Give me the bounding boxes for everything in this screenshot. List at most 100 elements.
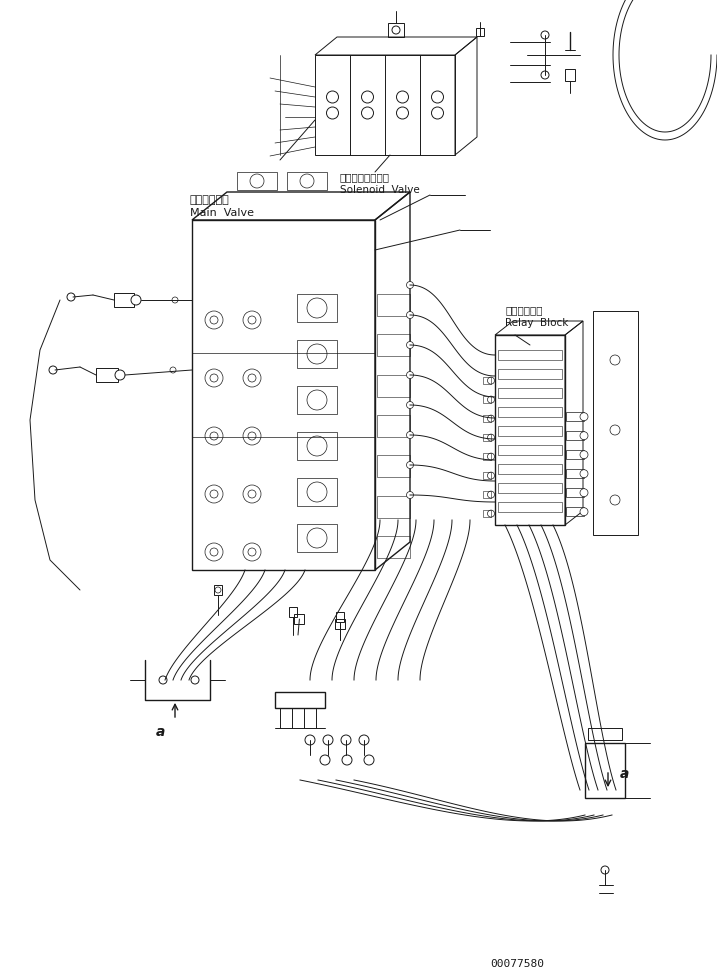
Circle shape bbox=[215, 587, 221, 593]
Circle shape bbox=[243, 311, 261, 329]
Circle shape bbox=[488, 491, 495, 498]
Bar bbox=[566, 449, 584, 458]
Circle shape bbox=[407, 402, 414, 409]
Circle shape bbox=[488, 415, 495, 422]
Circle shape bbox=[488, 396, 495, 403]
Bar bbox=[289, 607, 297, 617]
Bar bbox=[377, 374, 410, 397]
Bar bbox=[498, 464, 562, 474]
Circle shape bbox=[172, 297, 178, 303]
Circle shape bbox=[210, 548, 218, 556]
Bar bbox=[483, 452, 491, 459]
Circle shape bbox=[307, 436, 327, 456]
Circle shape bbox=[67, 293, 75, 301]
Circle shape bbox=[610, 355, 620, 365]
Circle shape bbox=[191, 676, 199, 684]
Circle shape bbox=[392, 26, 400, 34]
Bar bbox=[377, 536, 410, 558]
Bar bbox=[297, 386, 337, 414]
Circle shape bbox=[305, 735, 315, 745]
Bar bbox=[237, 172, 277, 190]
Bar bbox=[483, 396, 491, 403]
Bar bbox=[498, 350, 562, 360]
Circle shape bbox=[601, 866, 609, 874]
Circle shape bbox=[326, 107, 338, 119]
Circle shape bbox=[210, 374, 218, 382]
Circle shape bbox=[341, 735, 351, 745]
Text: Solenoid  Valve: Solenoid Valve bbox=[340, 185, 419, 195]
Circle shape bbox=[432, 91, 444, 103]
Circle shape bbox=[326, 91, 338, 103]
Circle shape bbox=[248, 432, 256, 440]
Circle shape bbox=[407, 461, 414, 469]
Bar bbox=[287, 172, 327, 190]
Circle shape bbox=[342, 755, 352, 765]
Bar bbox=[275, 692, 325, 708]
Bar bbox=[498, 502, 562, 512]
Bar bbox=[297, 432, 337, 460]
Text: 中継ブロック: 中継ブロック bbox=[505, 305, 543, 315]
Bar bbox=[335, 619, 345, 629]
Bar bbox=[297, 478, 337, 506]
Bar bbox=[588, 728, 622, 740]
Bar bbox=[585, 743, 625, 798]
Circle shape bbox=[243, 485, 261, 503]
Circle shape bbox=[307, 528, 327, 548]
Circle shape bbox=[131, 295, 141, 305]
Circle shape bbox=[307, 390, 327, 410]
Circle shape bbox=[488, 453, 495, 460]
Text: メインバルブ: メインバルブ bbox=[190, 195, 229, 205]
Circle shape bbox=[210, 490, 218, 498]
Circle shape bbox=[205, 369, 223, 387]
Bar bbox=[483, 376, 491, 383]
Circle shape bbox=[307, 344, 327, 364]
Circle shape bbox=[488, 434, 495, 441]
Circle shape bbox=[580, 488, 588, 496]
Circle shape bbox=[243, 543, 261, 561]
Bar bbox=[498, 408, 562, 416]
Circle shape bbox=[541, 71, 549, 79]
Bar bbox=[336, 612, 344, 622]
Bar bbox=[96, 368, 118, 382]
Bar bbox=[498, 446, 562, 454]
Text: a: a bbox=[156, 725, 165, 739]
Circle shape bbox=[488, 472, 495, 479]
Circle shape bbox=[210, 432, 218, 440]
Circle shape bbox=[243, 369, 261, 387]
Text: 00077580: 00077580 bbox=[490, 959, 544, 969]
Bar bbox=[214, 585, 222, 595]
Bar bbox=[315, 55, 455, 155]
Circle shape bbox=[205, 543, 223, 561]
Circle shape bbox=[407, 311, 414, 319]
Bar bbox=[483, 414, 491, 421]
Circle shape bbox=[432, 107, 444, 119]
Text: Relay  Block: Relay Block bbox=[505, 318, 569, 328]
Bar bbox=[377, 294, 410, 316]
Bar bbox=[192, 220, 375, 570]
Bar bbox=[498, 388, 562, 398]
Circle shape bbox=[248, 316, 256, 324]
Circle shape bbox=[323, 735, 333, 745]
Bar bbox=[295, 614, 305, 624]
Circle shape bbox=[407, 491, 414, 498]
Circle shape bbox=[307, 482, 327, 502]
Circle shape bbox=[359, 735, 369, 745]
Circle shape bbox=[49, 366, 57, 374]
Bar bbox=[483, 510, 491, 517]
Bar bbox=[388, 23, 404, 37]
Circle shape bbox=[488, 510, 495, 517]
Circle shape bbox=[250, 174, 264, 188]
Bar bbox=[498, 484, 562, 492]
Text: Main  Valve: Main Valve bbox=[190, 208, 254, 218]
Circle shape bbox=[159, 676, 167, 684]
Bar bbox=[566, 507, 584, 516]
Circle shape bbox=[361, 91, 374, 103]
Circle shape bbox=[300, 174, 314, 188]
Circle shape bbox=[248, 548, 256, 556]
Circle shape bbox=[205, 311, 223, 329]
Circle shape bbox=[407, 282, 414, 289]
Bar bbox=[297, 294, 337, 322]
Circle shape bbox=[205, 427, 223, 445]
Bar bbox=[566, 488, 584, 496]
Circle shape bbox=[580, 508, 588, 516]
